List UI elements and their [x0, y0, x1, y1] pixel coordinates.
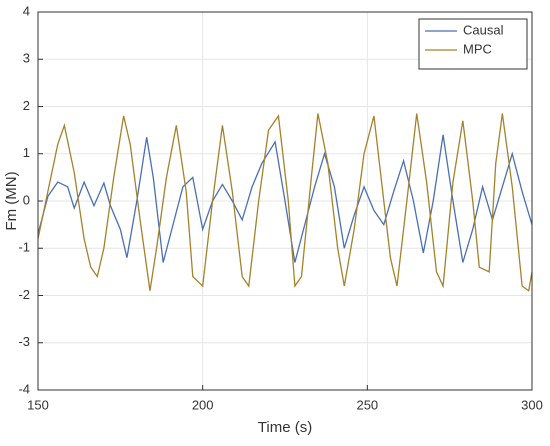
- x-tick-label: 250: [356, 397, 378, 412]
- y-tick-label: 4: [23, 3, 30, 18]
- y-tick-label: 3: [23, 51, 30, 66]
- y-tick-label: 0: [23, 192, 30, 207]
- x-tick-label: 150: [27, 397, 49, 412]
- legend-label: Causal: [463, 22, 504, 37]
- legend-label: MPC: [463, 41, 492, 56]
- y-axis-label: Fm (MN): [3, 171, 20, 230]
- series-line: [37, 134, 533, 263]
- y-tick-label: -1: [18, 240, 30, 255]
- y-tick-label: 2: [23, 98, 30, 113]
- legend-box: [418, 18, 528, 70]
- y-tick-label: -4: [18, 381, 30, 396]
- x-tick-label: 200: [192, 397, 214, 412]
- series-line: [37, 113, 533, 292]
- plot-frame: [37, 11, 533, 391]
- x-axis-label: Time (s): [258, 419, 312, 436]
- x-tick-label: 300: [521, 397, 543, 412]
- y-tick-label: 1: [23, 145, 30, 160]
- y-tick-label: -3: [18, 334, 30, 349]
- y-tick-label: -2: [18, 287, 30, 302]
